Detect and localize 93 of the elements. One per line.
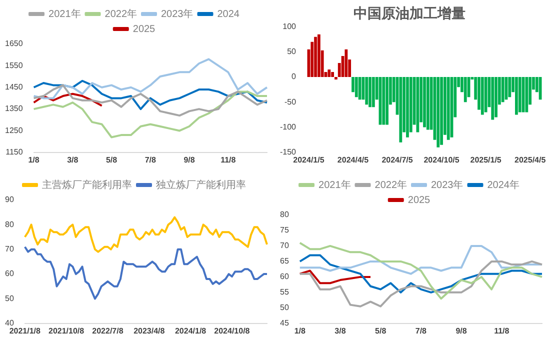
y-tick-label: 50 — [4, 293, 14, 302]
bar — [328, 70, 331, 78]
y-tick-label: 75 — [280, 225, 290, 234]
chart-title: 中国原油加工增量 — [354, 6, 466, 22]
bar — [436, 77, 440, 148]
bar — [382, 77, 386, 125]
bar — [508, 77, 512, 98]
bar — [368, 77, 372, 108]
bar — [464, 77, 467, 102]
x-tick-label: 2024/10/5 — [424, 155, 460, 164]
x-tick-label: 2025/4/5 — [514, 155, 546, 164]
x-tick-label: 9/8 — [184, 155, 196, 164]
y-tick-label: 60 — [4, 268, 14, 278]
x-tick-label: 2024/7/5 — [382, 155, 414, 164]
x-tick-label: 11/8 — [220, 155, 236, 164]
bar — [334, 77, 338, 80]
y-tick-label: 1650 — [5, 39, 24, 48]
bar — [372, 77, 375, 108]
bar — [386, 77, 388, 125]
bar — [354, 77, 358, 98]
y-tick-label: 45 — [280, 318, 290, 328]
bar — [426, 77, 430, 130]
x-tick-label: 2024/4/5 — [337, 155, 370, 164]
legend-label: 2025 — [408, 194, 431, 206]
x-tick-label: 3/8 — [67, 155, 79, 164]
y-tick-label: 0 — [292, 72, 297, 82]
y-tick-label: 40 — [4, 318, 14, 328]
y-tick-label: 90 — [4, 194, 14, 204]
legend-label: 2024年 — [487, 178, 520, 190]
bar — [518, 77, 522, 112]
x-tick-label: 2021/10/8 — [48, 326, 85, 335]
bar — [440, 77, 443, 145]
legend-label: 2025 — [132, 24, 156, 35]
legend-label: 独立炼厂产能利用率 — [156, 178, 246, 190]
y-tick-label: 1150 — [6, 148, 24, 157]
y-tick-label: 1250 — [5, 126, 24, 135]
x-tick-label: 1/8 — [28, 155, 40, 164]
bar — [317, 34, 320, 78]
y-tick-label: 80 — [4, 219, 14, 228]
x-tick-label: 2024/10/8 — [214, 326, 250, 335]
x-tick-label: 11/8 — [494, 326, 510, 335]
y-tick-label: -150 — [280, 148, 297, 157]
x-tick-label: 2023/4/8 — [134, 326, 166, 335]
legend-label: 2023年 — [161, 8, 194, 20]
y-tick-label: 50 — [280, 302, 290, 312]
bar — [416, 77, 420, 132]
x-tick-label: 1/8 — [294, 326, 306, 335]
legend-label: 2021年 — [318, 178, 351, 190]
x-tick-label: 2022/7/8 — [92, 326, 124, 335]
y-tick-label: 1450 — [5, 82, 24, 92]
y-tick-label: 100 — [282, 22, 297, 32]
legend-label: 2024 — [217, 8, 240, 20]
legend-label: 2021年 — [48, 8, 81, 20]
bar — [399, 77, 402, 142]
bar — [446, 77, 450, 140]
y-tick-label: 70 — [280, 240, 290, 250]
legend-label: 2022年 — [104, 8, 138, 20]
y-tick-label: 60 — [280, 272, 290, 281]
x-tick-label: 2024/1/8 — [174, 326, 207, 335]
x-tick-label: 5/8 — [375, 326, 387, 335]
y-tick-label: 70 — [4, 244, 14, 254]
bar — [331, 72, 334, 78]
y-tick-label: 1350 — [5, 104, 24, 114]
bar — [423, 77, 426, 128]
y-tick-label: 50 — [287, 47, 297, 56]
y-tick-label: 80 — [280, 210, 290, 219]
y-tick-label: -100 — [280, 122, 297, 132]
y-tick-label: 1550 — [5, 60, 24, 70]
x-tick-label: 5/8 — [106, 155, 118, 164]
x-tick-label: 9/8 — [456, 326, 468, 335]
bar — [525, 77, 528, 112]
x-tick-label: 2025/1/5 — [470, 155, 502, 164]
bar — [501, 77, 504, 102]
bar — [344, 49, 348, 78]
y-tick-label: -50 — [284, 97, 297, 106]
legend-label: 2022年 — [374, 178, 408, 190]
legend-label: 2023年 — [431, 178, 464, 190]
x-tick-label: 2021/1/8 — [9, 326, 42, 335]
bar — [484, 77, 488, 112]
bar — [491, 77, 494, 120]
y-tick-label: 65 — [280, 256, 290, 266]
x-tick-label: 7/8 — [144, 155, 157, 164]
y-tick-label: 55 — [280, 287, 290, 296]
legend-label: 主营炼厂产能利用率 — [42, 178, 132, 190]
x-tick-label: 7/8 — [415, 326, 428, 335]
bar — [515, 77, 518, 115]
bar — [314, 36, 317, 78]
bar — [365, 77, 368, 105]
bar — [494, 77, 498, 118]
x-tick-label: 3/8 — [334, 326, 346, 335]
x-tick-label: 2024/1/5 — [293, 155, 325, 164]
bar — [480, 77, 484, 115]
bar — [406, 77, 409, 138]
